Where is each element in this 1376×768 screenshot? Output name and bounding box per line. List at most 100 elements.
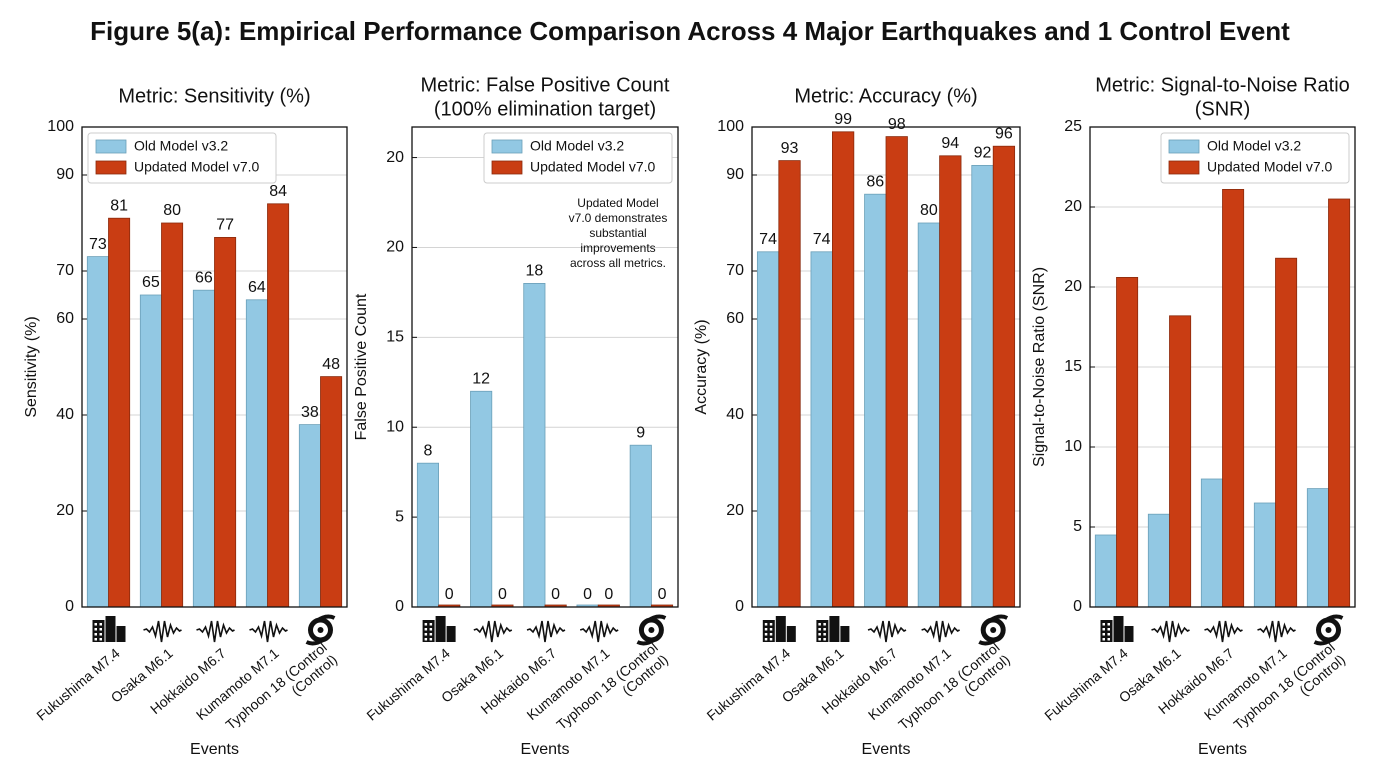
event-icon [921,620,960,643]
icon-part [769,638,773,641]
annotation: Updated Model [577,196,658,210]
bar [470,390,493,608]
icon-part [143,620,182,643]
icon-part [1151,620,1190,643]
bar [139,294,162,608]
icon-part [196,620,235,643]
bar [192,289,215,608]
data-label: 94 [941,135,959,152]
y-tick-label: 15 [1064,358,1082,375]
icon-part [94,628,97,631]
bar [86,256,109,608]
data-label: 80 [163,202,181,219]
icon-part [818,623,821,626]
data-label: 65 [142,274,160,291]
data-label: 0 [658,586,667,603]
bar [1116,276,1139,608]
icon-part [829,616,840,642]
bar [1147,513,1170,608]
y-tick-label: 0 [65,598,74,615]
data-label: 99 [834,111,852,128]
icon-part [424,628,428,631]
bar [992,145,1016,608]
data-label: 66 [195,269,213,286]
y-tick-label: 5 [395,508,404,525]
y-tick-label: 20 [386,149,404,166]
icon-part [1113,616,1124,642]
icon-part [823,633,826,636]
data-label: 92 [974,145,992,162]
icon-part [769,628,773,631]
icon-part [1325,627,1332,633]
icon-part [636,637,657,646]
legend-box [87,132,277,184]
icon-part [422,620,435,642]
bar [810,251,833,608]
data-label: 0 [583,586,592,603]
icon-part [473,620,513,643]
y-tick-label: 25 [1064,118,1082,135]
event-icon [636,614,667,646]
icon-part [990,627,997,633]
data-label: 84 [269,183,287,200]
icon-part [317,627,324,633]
icon-part [648,627,655,633]
icon-part [1102,633,1105,636]
icon-part [94,633,97,636]
y-tick-label: 20 [56,502,74,519]
bar [1169,315,1192,608]
bar [161,222,184,608]
icon-part [94,623,97,626]
plot-frame [1089,126,1356,608]
data-label: 0 [445,586,454,603]
bar [864,193,887,608]
legend-swatch [1168,139,1200,154]
icon-part [1107,623,1110,626]
legend-label: Old Model v3.2 [134,138,228,154]
data-label: 73 [89,236,107,253]
icon-part [1102,628,1105,631]
icon-part [921,620,960,643]
bar [320,376,343,608]
icon-part [94,638,97,641]
icon-part [1102,623,1105,626]
legend-label: Updated Model v7.0 [530,159,656,175]
data-label: 96 [995,125,1013,142]
data-label: 74 [759,231,777,248]
icon-part [424,633,428,636]
bar [267,203,290,608]
bar [1200,478,1223,608]
x-tick-label: Fukushima M7.4 [704,645,794,724]
icon-part [769,633,773,636]
legend-label: Updated Model v7.0 [134,159,260,175]
y-tick-label: 90 [56,166,74,183]
event-icon [867,620,907,643]
icon-part [1257,620,1296,643]
bar [1328,198,1351,608]
y-tick-label: 20 [386,239,404,256]
data-label: 64 [248,279,266,296]
event-icon [143,620,182,643]
event-icon [422,616,456,642]
legend-label: Old Model v3.2 [1207,138,1301,154]
bar [1253,502,1276,608]
event-icon [1257,620,1296,643]
legend-label: Old Model v3.2 [530,138,624,154]
legend-swatch [95,160,127,175]
icon-part [429,623,433,626]
icon-part [775,616,786,642]
y-axis-label: Accuracy (%) [693,319,710,414]
icon-part [526,620,566,643]
y-axis-label: False Positive Count [353,293,370,440]
bar [756,251,780,608]
icon-part [105,616,116,642]
icon-part [816,620,829,642]
icon-part [978,637,999,646]
icon-part [424,623,428,626]
bar [1275,257,1298,608]
icon-part [249,620,288,643]
data-label: 48 [322,356,340,373]
y-tick-label: 60 [56,310,74,327]
x-tick-label: Fukushima M7.4 [363,645,453,724]
y-tick-label: 40 [56,406,74,423]
